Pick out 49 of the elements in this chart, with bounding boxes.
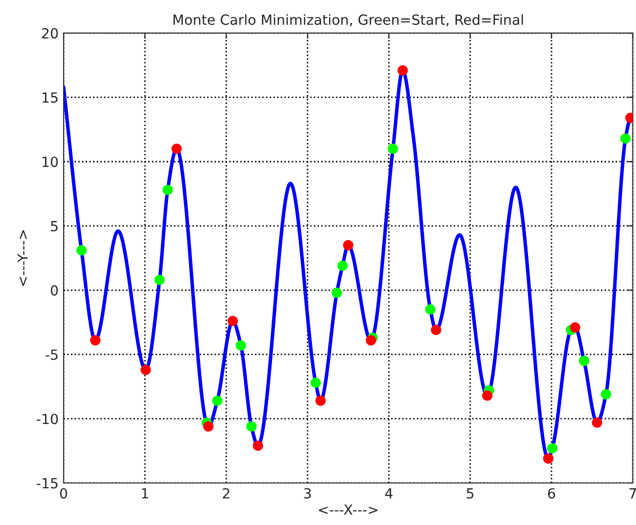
point: [140, 364, 151, 376]
x-tick-label: 4: [385, 488, 393, 498]
x-tick-label: 3: [304, 488, 311, 499]
y-axis-title: <---Y--->: [17, 230, 28, 286]
x-tick-label: 5: [466, 488, 474, 499]
point: [570, 322, 580, 333]
point: [543, 453, 554, 464]
point: [76, 245, 87, 256]
point: [212, 396, 222, 406]
y-tick-label: 5: [50, 221, 58, 232]
y-tick-label: 10: [42, 156, 58, 168]
point: [228, 316, 238, 326]
point: [482, 390, 492, 401]
point: [592, 417, 602, 428]
chart-title: Monte Carlo Minimization, Green=Start, Red=Final: [174, 14, 523, 26]
point: [246, 421, 257, 432]
point: [398, 65, 408, 76]
point: [600, 389, 612, 400]
point: [332, 288, 342, 298]
x-tick-label: 2: [222, 488, 230, 498]
point: [171, 144, 182, 154]
point: [366, 335, 376, 346]
y-tick-label: -10: [36, 414, 58, 424]
point: [154, 274, 165, 286]
point: [162, 184, 173, 196]
y-tick-label: 0: [50, 285, 58, 296]
y-tick-label: 20: [42, 28, 58, 39]
point: [203, 421, 214, 432]
point: [315, 396, 326, 406]
point: [310, 378, 321, 388]
x-axis-title: <---X--->: [318, 504, 378, 515]
y-tick-label: -5: [46, 350, 58, 360]
point: [337, 260, 348, 271]
x-tick-label: 1: [142, 488, 148, 498]
point: [620, 133, 631, 144]
point: [547, 443, 558, 454]
point: [578, 356, 590, 366]
y-tick-label: 15: [42, 92, 58, 103]
point: [388, 144, 398, 154]
point: [430, 324, 442, 336]
point: [236, 340, 246, 351]
x-tick-label: 7: [630, 488, 636, 498]
x-tick-label: 0: [60, 488, 68, 499]
point: [90, 335, 100, 346]
y-tick-label: -15: [36, 478, 58, 488]
point: [343, 240, 354, 250]
point: [425, 304, 436, 315]
x-tick-label: 6: [548, 488, 556, 499]
point: [252, 440, 264, 451]
